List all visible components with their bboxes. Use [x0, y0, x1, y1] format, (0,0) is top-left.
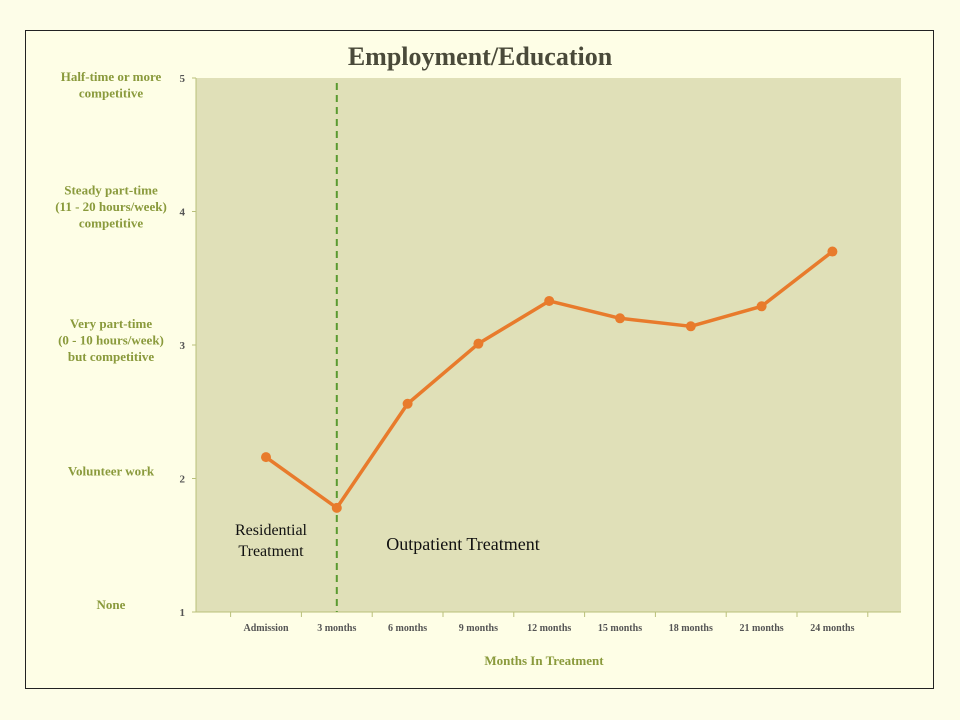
chart-title: Employment/Education — [348, 42, 613, 71]
y-tick-label: 4 — [180, 207, 186, 219]
x-tick-label: 15 months — [598, 623, 642, 634]
y-tick-label: 5 — [180, 73, 186, 85]
x-tick-label: 18 months — [669, 623, 713, 634]
y-tick-label: 2 — [180, 474, 186, 486]
x-tick-label: 9 months — [459, 623, 498, 634]
x-tick-label: 3 months — [317, 623, 356, 634]
data-point — [402, 398, 413, 409]
y-category-label: None — [97, 597, 126, 612]
y-category-label: Steady part-time (11 - 20 hours/week) comp… — [55, 183, 167, 231]
y-tick-label: 1 — [180, 607, 186, 619]
x-tick-label: 12 months — [527, 623, 571, 634]
data-point — [827, 246, 838, 257]
data-point — [685, 321, 696, 332]
data-point — [331, 502, 342, 513]
data-point — [615, 313, 625, 324]
y-tick-label: 3 — [180, 340, 186, 352]
chart-frame: Employment/Education 1 2 3 4 5 Half-time or mo… — [25, 30, 934, 689]
x-tick-label: Admission — [243, 623, 288, 634]
y-category-label: Half-time or more competitive — [61, 69, 162, 101]
residential-treatment-label: Residential Treatment — [235, 522, 308, 560]
data-point — [261, 452, 271, 463]
outpatient-treatment-label: Outpatient Treatment — [386, 534, 539, 554]
x-tick-label: 24 months — [810, 623, 854, 634]
data-point — [756, 301, 767, 312]
line-chart: Employment/Education 1 2 3 4 5 Half-time or mo… — [55, 42, 901, 668]
data-point — [544, 295, 555, 306]
y-category-label: Volunteer work — [68, 464, 155, 479]
x-tick-label: 6 months — [388, 623, 427, 634]
x-tick-label: 21 months — [740, 623, 784, 634]
data-point — [473, 338, 484, 349]
plot-area — [196, 78, 901, 612]
y-category-label: Very part-time (0 - 10 hours/week) but com… — [58, 316, 164, 364]
x-axis-title: Months In Treatment — [484, 653, 604, 668]
